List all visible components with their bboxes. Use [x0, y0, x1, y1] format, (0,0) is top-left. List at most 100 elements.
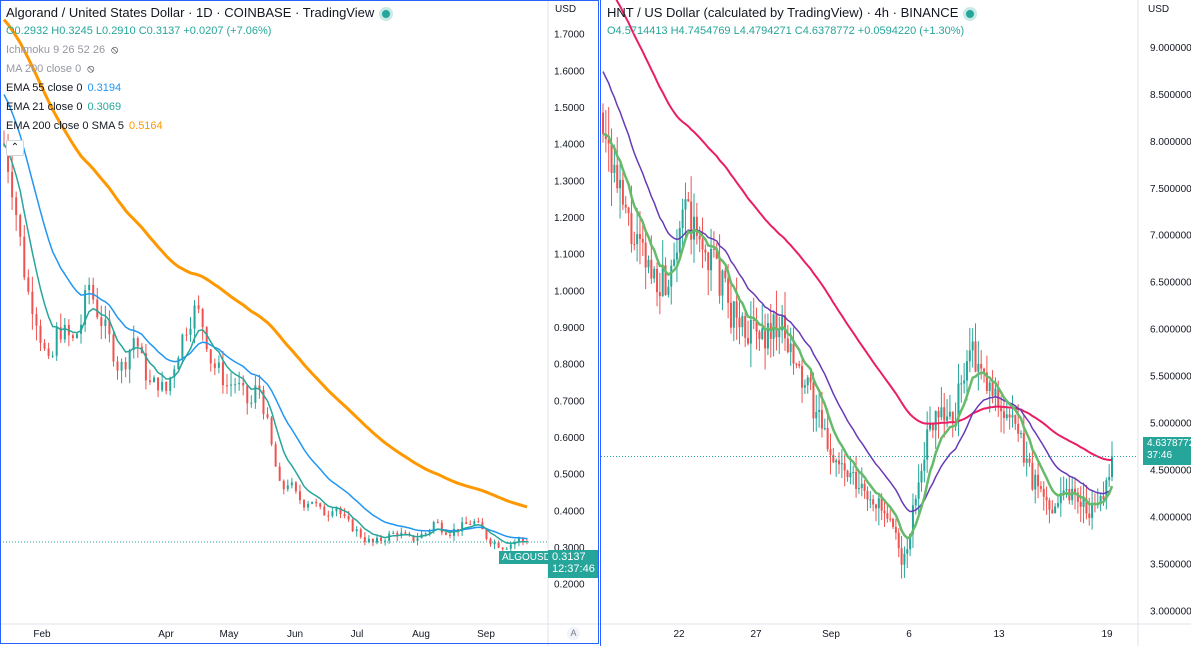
candle-body: [217, 362, 220, 368]
candle-body: [465, 522, 468, 525]
indicator-label: EMA 55 close 0: [6, 82, 83, 95]
candle-body: [225, 385, 228, 387]
candle-body: [994, 388, 997, 396]
candle-body: [658, 292, 661, 297]
candle-body: [104, 319, 107, 327]
candle-body: [173, 369, 176, 378]
candle-body: [436, 522, 439, 524]
indicator-row[interactable]: EMA 200 close 0 SMA 5 0.5164: [6, 117, 390, 135]
x-tick-label: Feb: [33, 629, 51, 640]
x-tick-label: 27: [750, 629, 762, 640]
indicator-row[interactable]: MA 200 close 0 ⦸: [6, 60, 390, 78]
candle-body: [205, 327, 208, 350]
candle-body: [144, 353, 147, 381]
ema55-line: [3, 94, 528, 540]
x-tick-label: Sep: [477, 629, 495, 640]
candle-body: [1011, 415, 1014, 418]
hidden-eye-icon[interactable]: ⦸: [87, 63, 95, 76]
y-tick-label: 6.0000000: [1150, 325, 1191, 336]
candle-body: [75, 333, 78, 339]
candle-body: [47, 348, 50, 356]
y-tick-label: 0.9000: [554, 323, 585, 334]
candle-body: [619, 179, 622, 189]
algo-currency[interactable]: USD: [555, 4, 577, 15]
candle-body: [687, 199, 690, 202]
candle-body: [432, 522, 435, 531]
candle-body: [798, 364, 801, 366]
candle-body: [983, 368, 986, 373]
candle-body: [670, 265, 673, 287]
algo-chart-svg[interactable]: 1.7000 1.6000 1.5000 1.4000 1.3000 1.2000 1.10…: [0, 0, 600, 646]
candle-body: [985, 372, 988, 392]
candle-body: [613, 164, 616, 174]
candle-body: [752, 319, 755, 321]
x-tick-label: Aug: [412, 629, 430, 640]
candle-body: [940, 407, 943, 418]
candle-body: [1065, 489, 1068, 491]
candle-body: [339, 507, 342, 515]
candle-body: [803, 385, 806, 388]
candle-body: [323, 506, 326, 516]
candle-body: [849, 472, 852, 478]
candle-body: [869, 499, 872, 501]
indicator-value: 0.3194: [87, 82, 122, 95]
candle-body: [242, 382, 245, 386]
candle-body: [951, 411, 954, 423]
hnt-last-price-tag: 4.6378772 37:46: [1143, 437, 1191, 465]
candle-body: [485, 529, 488, 539]
candle-body: [1002, 411, 1005, 419]
candle-body: [278, 466, 281, 481]
candle-body: [988, 382, 991, 392]
hnt-chart-svg[interactable]: 9.0000000 8.5000000 8.0000000 7.5000000 7.00…: [601, 0, 1191, 646]
candle-body: [1022, 432, 1025, 463]
candle-body: [857, 488, 860, 490]
candle-body: [926, 429, 929, 460]
indicator-row[interactable]: Ichimoku 9 26 52 26 ⦸: [6, 41, 390, 59]
candle-body: [710, 248, 713, 271]
candle-body: [136, 338, 139, 347]
candle-body: [234, 384, 237, 386]
hnt-chart-pane[interactable]: 9.0000000 8.5000000 8.0000000 7.5000000 7.00…: [601, 0, 1191, 646]
candle-body: [1085, 498, 1088, 514]
candle-body: [1025, 458, 1028, 463]
hidden-eye-icon[interactable]: ⦸: [111, 44, 119, 57]
candle-body: [934, 411, 937, 431]
candle-body: [84, 290, 87, 325]
candle-body: [656, 268, 659, 293]
algo-chart-pane[interactable]: 1.7000 1.6000 1.5000 1.4000 1.3000 1.2000 1.10…: [0, 0, 600, 646]
candle-body: [1042, 488, 1045, 497]
candle-body: [792, 343, 795, 364]
y-tick-label: 0.3000: [554, 543, 585, 554]
candle-body: [250, 402, 253, 404]
auto-scale-button[interactable]: A: [567, 627, 580, 640]
candle-body: [971, 341, 974, 351]
candle-body: [664, 265, 667, 295]
candle-body: [965, 361, 968, 381]
algo-legend: Algorand / United States Dollar · 1D · C…: [6, 4, 391, 157]
indicator-row[interactable]: EMA 55 close 0 0.3194: [6, 79, 390, 97]
candle-body: [165, 381, 168, 391]
candle-body: [270, 417, 273, 445]
candle-body: [448, 534, 451, 536]
indicator-row[interactable]: EMA 21 close 0 0.3069: [6, 98, 390, 116]
candle-body: [11, 171, 14, 198]
market-open-dot-icon: [966, 9, 975, 18]
mid-ma-line: [602, 71, 1113, 513]
candle-body: [128, 350, 131, 370]
candle-body: [894, 526, 897, 533]
hnt-currency[interactable]: USD: [1148, 4, 1170, 15]
candle-body: [1079, 501, 1082, 507]
candle-body: [375, 537, 378, 543]
candle-body: [820, 410, 823, 429]
candle-body: [729, 302, 732, 328]
candle-body: [266, 414, 269, 418]
y-tick-label: 1.0000: [554, 286, 585, 297]
collapse-legend-chevron-up-icon[interactable]: ⌃: [6, 140, 24, 157]
y-tick-label: 5.5000000: [1150, 372, 1191, 383]
candle-body: [262, 389, 265, 415]
candle-body: [636, 234, 639, 245]
pane-separator[interactable]: [600, 0, 601, 646]
candle-body: [384, 540, 387, 542]
candle-body: [335, 507, 338, 512]
hnt-last-price: 4.6378772: [1147, 438, 1191, 449]
